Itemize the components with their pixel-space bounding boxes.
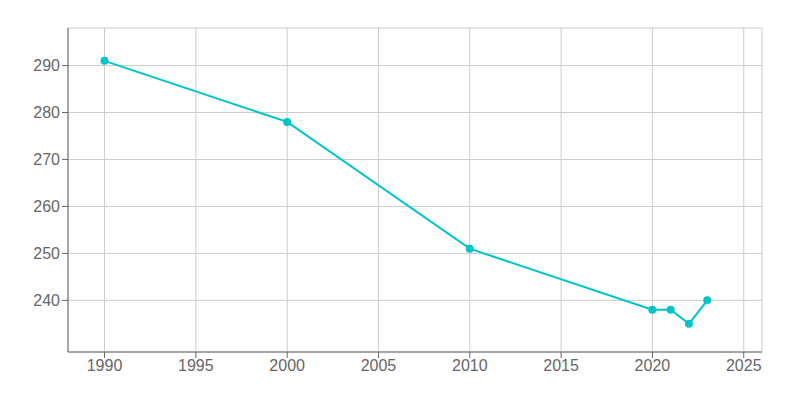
svg-text:280: 280 (33, 104, 60, 121)
svg-text:240: 240 (33, 292, 60, 309)
svg-text:260: 260 (33, 198, 60, 215)
svg-text:250: 250 (33, 245, 60, 262)
svg-text:1995: 1995 (178, 357, 214, 374)
svg-text:270: 270 (33, 151, 60, 168)
svg-text:2000: 2000 (269, 357, 305, 374)
svg-text:290: 290 (33, 57, 60, 74)
svg-text:2005: 2005 (361, 357, 397, 374)
svg-text:2025: 2025 (726, 357, 762, 374)
svg-text:2015: 2015 (543, 357, 579, 374)
svg-text:2010: 2010 (452, 357, 488, 374)
svg-text:2020: 2020 (635, 357, 671, 374)
svg-text:1990: 1990 (87, 357, 123, 374)
